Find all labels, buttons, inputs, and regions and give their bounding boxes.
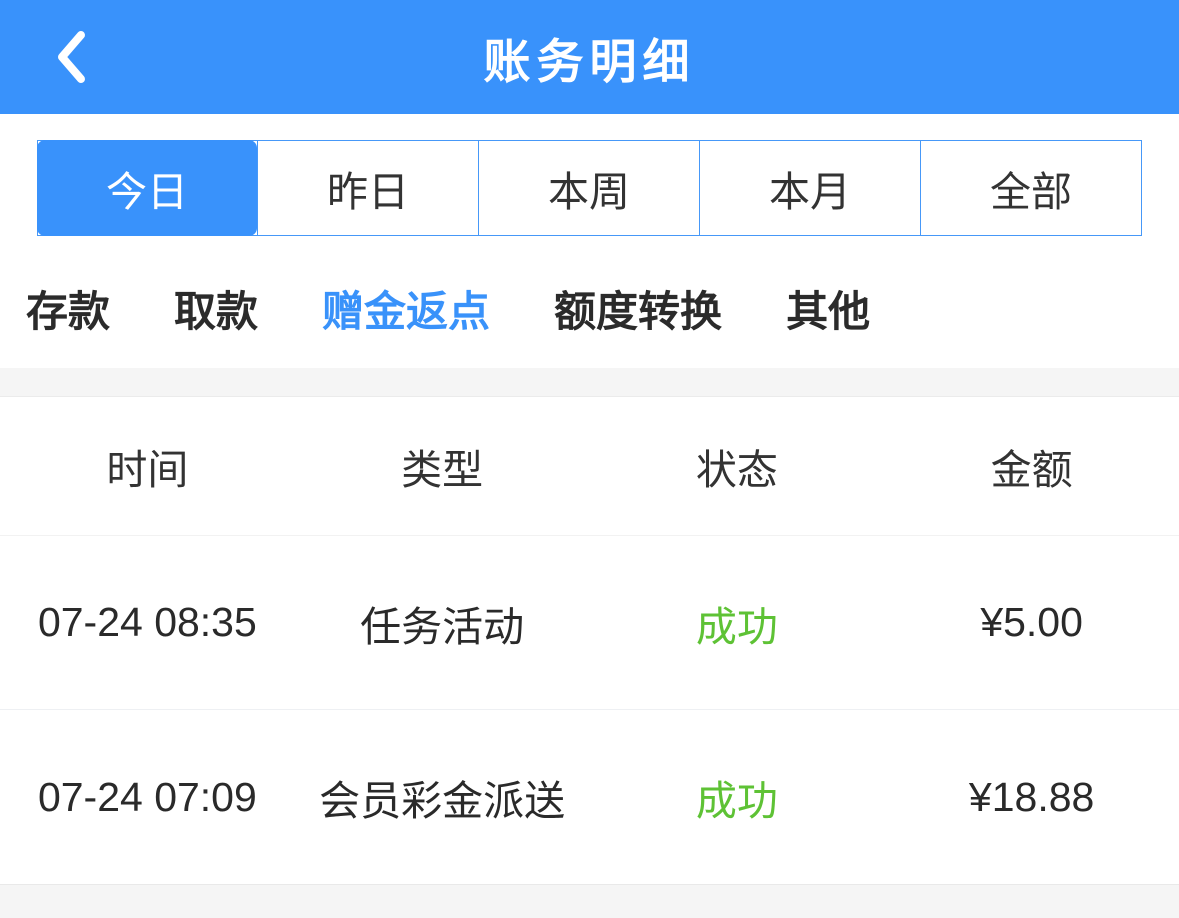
filter-bonus-rebate[interactable]: 赠金返点 [322, 288, 491, 335]
tab-today[interactable]: 今日 [37, 140, 257, 236]
category-filter-tabs: 存款 取款 赠金返点 额度转换 其他 [0, 236, 1179, 368]
column-header-type: 类型 [401, 447, 484, 493]
table-row: 07-24 07:09 会员彩金派送 成功 ¥18.88 [0, 710, 1179, 884]
cell-status: 成功 [695, 778, 778, 824]
cell-amount: ¥5.00 [980, 599, 1083, 645]
column-header-time: 时间 [106, 447, 189, 493]
back-chevron-icon [54, 29, 88, 85]
column-header-status: 状态 [695, 447, 778, 493]
cell-time: 07-24 08:35 [37, 599, 257, 645]
cell-type: 会员彩金派送 [319, 778, 566, 824]
page-title: 账务明细 [483, 34, 696, 88]
cell-time: 07-24 07:09 [37, 773, 257, 820]
cell-type: 任务活动 [360, 603, 525, 650]
date-range-tabs: 今日 昨日 本周 本月 全部 [37, 140, 1142, 236]
column-header-amount: 金额 [990, 447, 1073, 493]
table-row: 07-24 08:35 任务活动 成功 ¥5.00 [0, 536, 1179, 710]
tab-this-week[interactable]: 本周 [478, 141, 699, 235]
cell-status: 成功 [695, 603, 778, 650]
table-header-row: 时间 类型 状态 金额 [0, 397, 1179, 536]
filter-deposit[interactable]: 存款 [26, 288, 111, 335]
filter-withdrawal[interactable]: 取款 [174, 288, 259, 335]
cell-amount: ¥18.88 [968, 773, 1095, 820]
back-button[interactable] [36, 0, 106, 114]
section-divider-strip [0, 368, 1179, 397]
tab-this-month[interactable]: 本月 [699, 141, 920, 235]
filter-quota-conversion[interactable]: 额度转换 [554, 288, 723, 335]
filter-other[interactable]: 其他 [786, 288, 871, 335]
app-header: 账务明细 [0, 0, 1179, 114]
bottom-gray-strip [0, 884, 1179, 918]
tab-yesterday[interactable]: 昨日 [257, 141, 478, 235]
tab-all[interactable]: 全部 [920, 141, 1141, 235]
